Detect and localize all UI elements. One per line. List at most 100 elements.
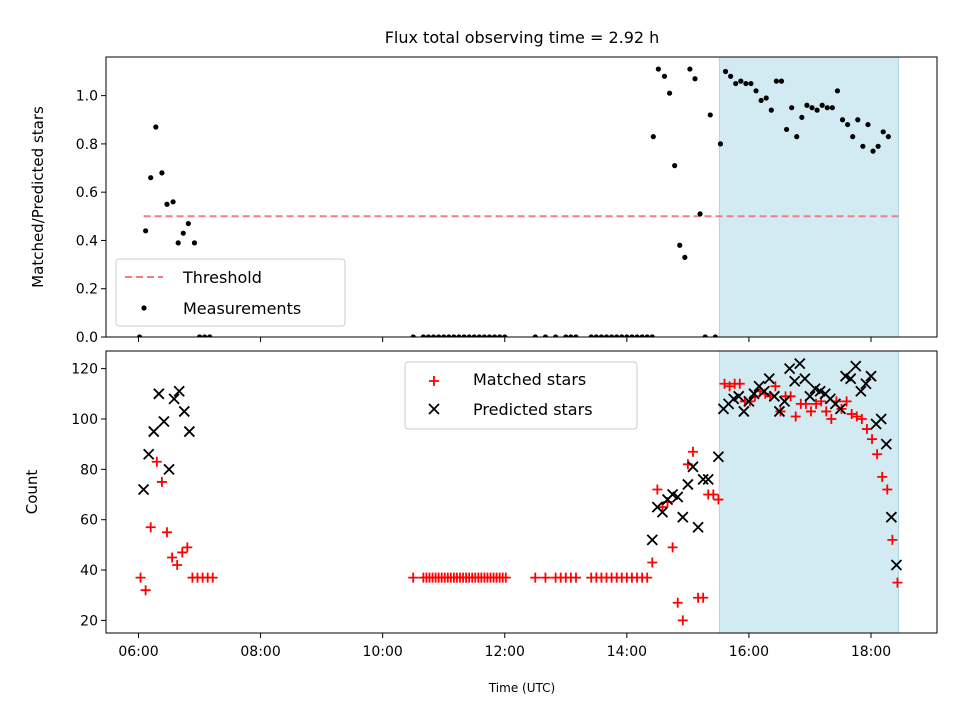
- measurement-point: [456, 334, 462, 337]
- y-tick-label: 80: [80, 462, 98, 478]
- x-tick-label: 12:00: [485, 644, 525, 660]
- matched-stars-point: [698, 592, 709, 603]
- matched-stars-point: [500, 572, 511, 583]
- measurement-point: [185, 220, 191, 227]
- matched-stars-point: [135, 572, 146, 583]
- x-tick-label: 06:00: [118, 644, 158, 660]
- y-tick-label: 0.4: [76, 233, 98, 249]
- measurement-point: [860, 143, 866, 149]
- legend-predicted-swatch: [428, 403, 440, 415]
- matched-stars-point: [687, 446, 698, 457]
- matched-stars-point: [161, 527, 172, 538]
- predicted-stars-point: [865, 370, 877, 382]
- measurement-point: [834, 88, 841, 94]
- measurement-point: [471, 334, 477, 337]
- measurement-point: [159, 170, 165, 176]
- legend: Matched stars Predicted stars: [404, 361, 638, 430]
- measurement-point: [819, 102, 825, 108]
- predicted-stars-point: [768, 390, 780, 402]
- measurement-point: [666, 90, 673, 96]
- predicted-stars-point: [733, 390, 745, 402]
- matched-stars-point: [872, 449, 883, 460]
- measurement-point: [593, 334, 599, 337]
- measurement-point: [207, 334, 213, 337]
- measurement-point: [430, 334, 437, 337]
- predicted-stars-point: [804, 390, 816, 402]
- predicted-stars-point: [168, 393, 180, 405]
- measurement-point: [624, 334, 630, 337]
- measurement-point: [804, 102, 810, 108]
- matched-stars-point: [145, 522, 156, 533]
- measurement-point: [880, 129, 886, 135]
- legend-threshold-label: Threshold: [182, 268, 262, 287]
- predicted-stars-point: [783, 362, 796, 375]
- measurement-point: [717, 141, 724, 147]
- legend: Threshold Measurements: [115, 258, 346, 327]
- predicted-stars-point: [158, 415, 170, 428]
- matched-stars-point: [821, 406, 832, 417]
- matched-stars-point: [177, 547, 188, 558]
- measurement-point: [634, 334, 640, 337]
- measurement-point: [497, 334, 503, 337]
- measurement-point: [661, 73, 668, 79]
- legend-measurements-label: Measurements: [183, 299, 301, 318]
- measurement-point: [164, 201, 170, 207]
- matched-stars-point: [882, 484, 893, 495]
- measurement-point: [202, 334, 208, 337]
- y-tick-label: 100: [71, 412, 98, 428]
- legend-box: [404, 361, 638, 430]
- measurement-point: [753, 88, 759, 94]
- measurement-point: [410, 334, 416, 337]
- measurement-point: [629, 334, 635, 337]
- measurement-point: [743, 80, 749, 87]
- measurement-point: [794, 134, 800, 140]
- matched-stars-point: [887, 534, 898, 545]
- y-axis-label: Matched/Predicted stars: [29, 106, 47, 288]
- measurement-point: [196, 334, 203, 337]
- matched-stars-point: [408, 572, 419, 583]
- predicted-stars-point: [178, 405, 190, 418]
- ratio-plot: 0.0 0.2 0.4 0.6 0.8 1.0 Matched/Predicted star…: [29, 56, 938, 346]
- predicted-stars-point: [773, 405, 786, 418]
- measurement-point: [687, 66, 693, 72]
- predicted-stars-point: [697, 473, 709, 486]
- measurement-point: [588, 334, 594, 337]
- predicted-stars-point: [672, 491, 684, 503]
- measurement-point: [692, 76, 698, 82]
- measurement-point: [461, 334, 467, 337]
- predicted-stars-point: [687, 461, 699, 473]
- measurement-point: [773, 78, 779, 84]
- measurement-point: [783, 126, 790, 133]
- measurement-point: [170, 199, 176, 205]
- series-measurements: [136, 66, 891, 337]
- predicted-stars-point: [763, 373, 775, 385]
- measurement-point: [568, 334, 574, 337]
- measurement-point: [712, 334, 718, 337]
- x-tick-label: 14:00: [607, 644, 647, 660]
- matched-stars-point: [846, 408, 857, 419]
- measurement-point: [180, 230, 186, 236]
- measurement-point: [563, 334, 569, 337]
- measurement-point: [885, 134, 891, 140]
- predicted-stars-point: [148, 425, 160, 438]
- matched-stars-point: [851, 411, 862, 422]
- measurement-point: [608, 334, 615, 337]
- y-tick-label: 0.6: [76, 185, 98, 201]
- predicted-stars-point: [183, 425, 196, 438]
- legend-box: [115, 258, 346, 327]
- y-tick-label: 1.0: [76, 89, 98, 105]
- measurement-point: [175, 240, 181, 246]
- y-tick-label: 20: [80, 613, 98, 629]
- measurement-point: [763, 95, 769, 101]
- x-tick-label: 16:00: [729, 644, 769, 660]
- measurement-point: [809, 105, 815, 111]
- measurement-point: [644, 334, 650, 337]
- measurement-point: [441, 334, 447, 337]
- predicted-stars-point: [860, 378, 872, 390]
- x-tick-label: 10:00: [362, 644, 402, 660]
- measurement-point: [553, 334, 559, 337]
- measurement-point: [573, 334, 579, 337]
- measurement-point: [829, 105, 835, 111]
- measurement-point: [153, 124, 159, 130]
